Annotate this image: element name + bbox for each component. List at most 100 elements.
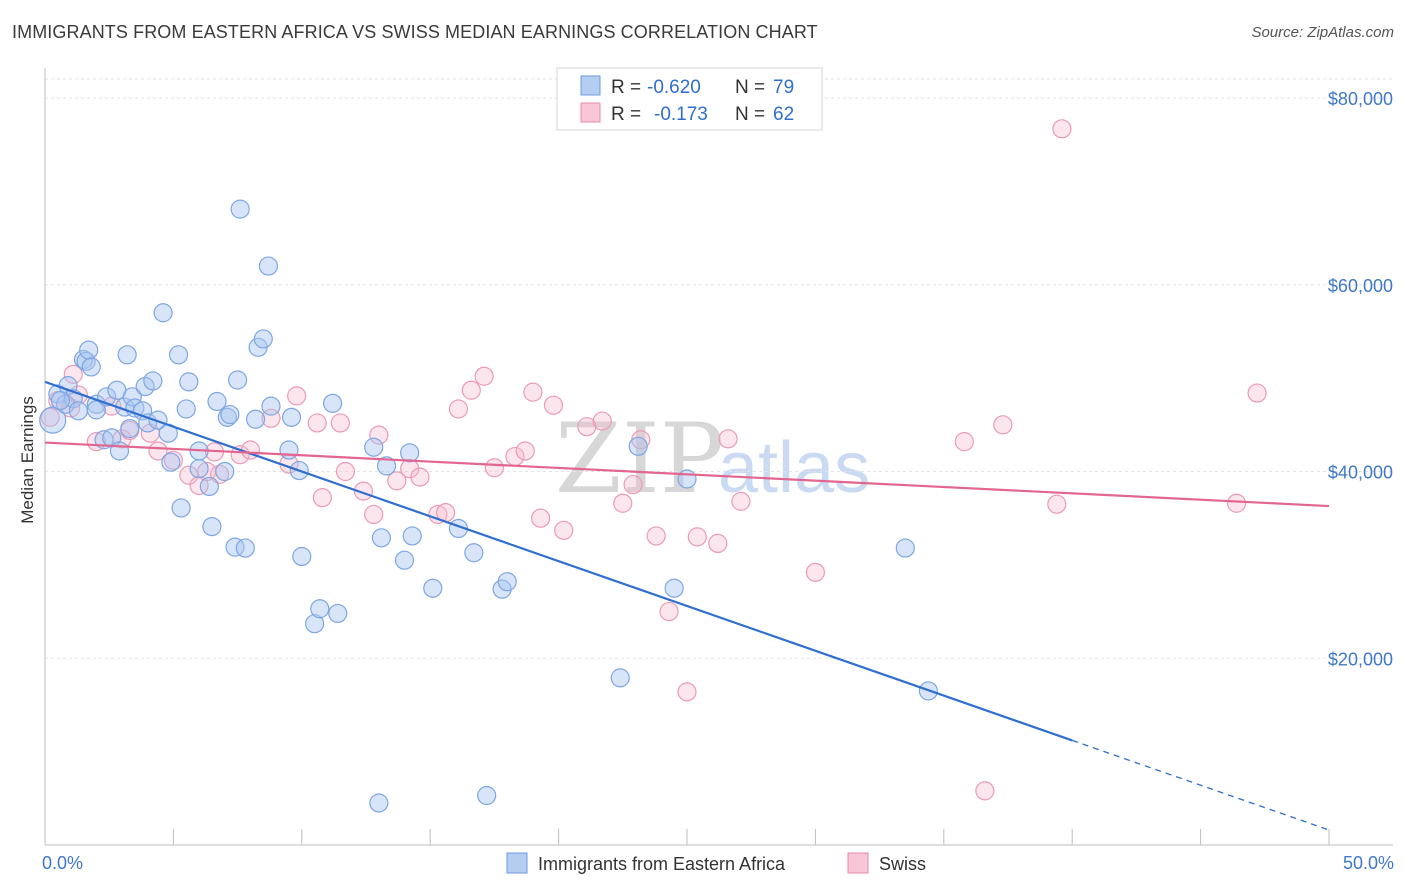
swiss-point — [330, 413, 350, 433]
swiss-point — [369, 425, 389, 445]
eastern-africa-point — [168, 345, 189, 365]
swiss-point — [1226, 493, 1247, 513]
eastern-africa-trend-extension — [1071, 739, 1330, 831]
eastern-africa-point — [477, 785, 497, 806]
swiss-point — [523, 382, 543, 402]
legend-n-value-blue: 79 — [773, 77, 794, 98]
y-tick-label: $20,000 — [1328, 649, 1393, 669]
eastern-africa-point — [258, 256, 279, 276]
eastern-africa-point — [323, 393, 343, 413]
legend-n-label-blue: N = — [735, 77, 765, 98]
y-tick-label: $40,000 — [1328, 463, 1393, 483]
legend-n-value-pink: 62 — [773, 104, 794, 125]
eastern-africa-point — [261, 396, 281, 416]
eastern-africa-point — [143, 371, 163, 391]
eastern-africa-point — [402, 526, 422, 546]
eastern-africa-point — [328, 603, 348, 624]
eastern-africa-point — [171, 498, 191, 518]
swiss-point — [659, 601, 679, 622]
bottom-legend-swatch-pink — [847, 852, 869, 874]
x-tick-label-right: 50.0% — [1343, 853, 1394, 873]
eastern-africa-point — [497, 572, 517, 592]
swiss-trend-line — [44, 441, 1330, 508]
grid-lines — [45, 78, 1393, 659]
eastern-africa-point — [371, 528, 392, 548]
swiss-point — [1052, 119, 1072, 139]
bottom-legend: Immigrants from Eastern Africa Swiss — [506, 852, 926, 874]
eastern-africa-point — [400, 443, 420, 463]
eastern-africa-point — [225, 537, 245, 557]
eastern-africa-point — [50, 390, 71, 411]
eastern-africa-point — [895, 538, 915, 558]
eastern-africa-point — [423, 578, 443, 598]
eastern-africa-point — [230, 199, 250, 219]
eastern-africa-point — [464, 543, 484, 563]
swiss-point — [335, 461, 356, 482]
swiss-point — [718, 429, 738, 449]
eastern-africa-point — [199, 476, 219, 497]
eastern-africa-point — [235, 538, 255, 558]
eastern-africa-point — [376, 456, 397, 476]
eastern-africa-point — [292, 546, 312, 567]
eastern-africa-points — [39, 199, 938, 813]
eastern-africa-point — [109, 441, 130, 461]
swiss-point — [975, 781, 995, 801]
swiss-point — [805, 562, 826, 582]
swiss-point — [428, 504, 448, 525]
bottom-legend-swatch-blue — [506, 852, 528, 874]
eastern-africa-point — [39, 406, 67, 434]
swiss-point — [687, 527, 707, 547]
swiss-point — [515, 441, 535, 461]
swiss-point — [592, 411, 612, 431]
swiss-point — [993, 415, 1013, 435]
eastern-africa-point — [310, 599, 330, 619]
swiss-point — [63, 364, 83, 384]
eastern-africa-point — [161, 452, 181, 472]
swiss-point — [623, 474, 643, 495]
eastern-africa-point — [68, 401, 88, 421]
swiss-point — [179, 465, 199, 485]
eastern-africa-trend-line — [44, 380, 1073, 742]
eastern-africa-point — [189, 459, 209, 479]
eastern-africa-point — [122, 387, 142, 407]
axes: $20,000 $40,000 $60,000 $80,000 — [44, 68, 1393, 846]
swiss-point — [484, 458, 504, 478]
legend-r-label-blue: R = — [611, 77, 641, 98]
legend-r-value-blue: -0.620 — [647, 77, 701, 98]
y-tick-label: $80,000 — [1328, 89, 1393, 109]
swiss-point — [307, 413, 327, 433]
swiss-point — [287, 386, 307, 406]
swiss-point — [364, 504, 384, 525]
eastern-africa-point — [664, 578, 684, 598]
trend-lines — [44, 380, 1330, 831]
swiss-point — [613, 493, 633, 513]
eastern-africa-point — [281, 407, 302, 427]
eastern-africa-point — [228, 370, 248, 390]
swiss-point — [461, 380, 481, 400]
eastern-africa-point — [305, 614, 325, 634]
eastern-africa-point — [610, 668, 630, 688]
swiss-points — [40, 119, 1267, 801]
swiss-point — [531, 508, 551, 528]
swiss-point — [448, 399, 469, 419]
swiss-point — [731, 491, 751, 511]
swiss-point — [646, 526, 666, 546]
swiss-point — [312, 488, 332, 508]
chart-source: Source: ZipAtlas.com — [1251, 24, 1394, 41]
swiss-point — [1047, 494, 1067, 514]
eastern-africa-point — [81, 357, 101, 377]
swiss-point — [543, 395, 564, 415]
eastern-africa-point — [120, 418, 140, 439]
eastern-africa-point — [369, 793, 389, 813]
eastern-africa-point — [220, 404, 240, 425]
legend-swatch-pink — [580, 102, 601, 123]
eastern-africa-point — [117, 345, 137, 365]
watermark-atlas: atlas — [718, 428, 870, 508]
legend-n-label-pink: N = — [735, 104, 765, 125]
eastern-africa-point — [86, 394, 106, 414]
stats-legend: R = -0.620 N = 79 R = -0.173 N = 62 — [556, 67, 823, 131]
eastern-africa-point — [76, 351, 96, 371]
legend-r-label-pink: R = — [611, 104, 641, 125]
legend-r-value-pink: -0.173 — [654, 104, 708, 125]
